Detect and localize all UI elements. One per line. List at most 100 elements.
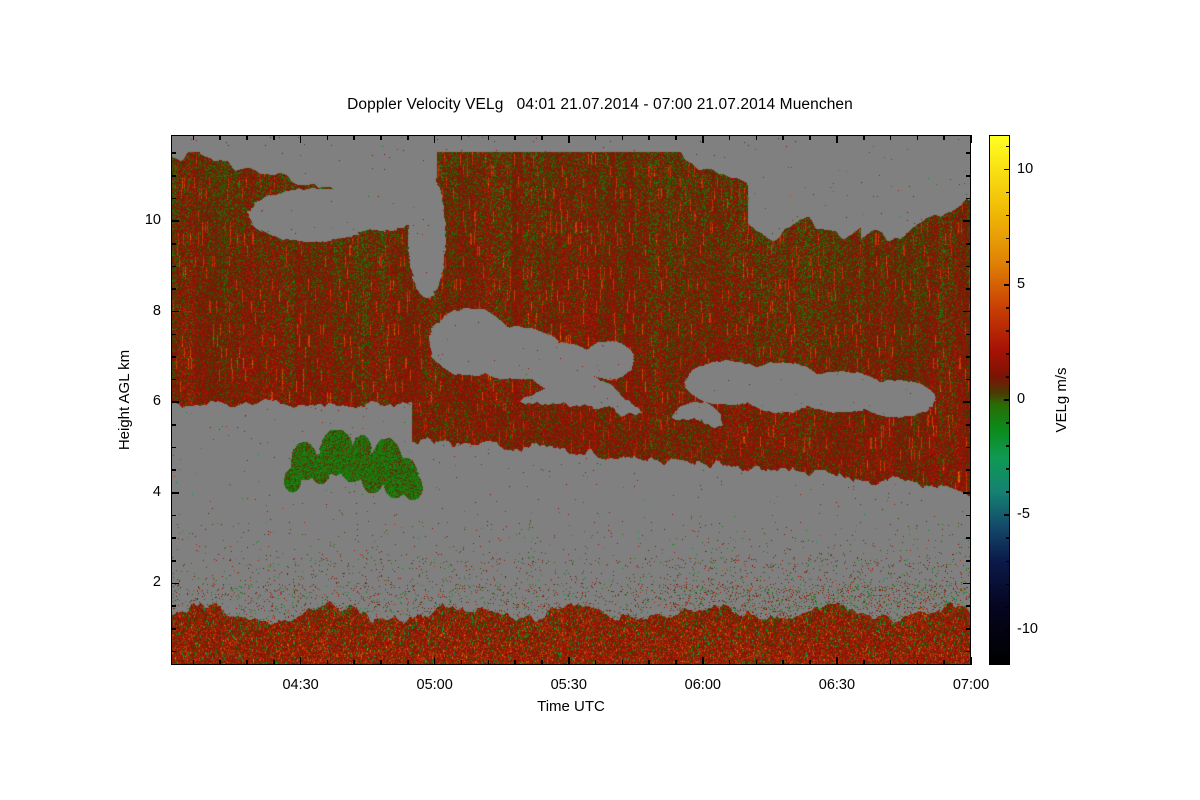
- colorbar-tick-major: [1004, 399, 1010, 401]
- y-tick-minor-right: [966, 288, 971, 290]
- y-tick-major-right: [963, 401, 971, 404]
- x-tick-major-top: [567, 135, 570, 143]
- y-tick-minor-right: [966, 265, 971, 268]
- y-tick-minor: [171, 514, 176, 517]
- y-tick-minor: [171, 469, 176, 471]
- x-axis-title: Time UTC: [537, 698, 605, 715]
- y-tick-minor-right: [966, 378, 971, 381]
- y-tick-minor: [171, 537, 176, 539]
- x-tick-major-top: [299, 135, 302, 143]
- x-tick-label: 05:00: [416, 677, 453, 693]
- y-tick-major: [171, 492, 179, 494]
- colorbar-tick-minor: [1006, 491, 1010, 493]
- x-tick-minor: [648, 660, 650, 665]
- x-tick-major: [970, 657, 972, 665]
- x-tick-label: 06:30: [818, 677, 856, 693]
- x-tick-major-top: [433, 135, 436, 143]
- y-tick-minor-right: [966, 469, 971, 471]
- y-tick-minor-right: [966, 242, 971, 245]
- x-tick-minor: [353, 660, 356, 665]
- x-tick-minor: [862, 660, 865, 665]
- x-tick-label: 07:00: [952, 677, 990, 693]
- x-tick-minor-top: [246, 135, 248, 140]
- page-title: Doppler Velocity VELg 04:01 21.07.2014 -…: [347, 96, 853, 113]
- y-tick-minor-right: [966, 446, 971, 449]
- x-tick-minor-top: [514, 135, 516, 140]
- colorbar-tick-minor: [1006, 422, 1010, 424]
- colorbar-tick-minor: [1006, 537, 1010, 540]
- colorbar-tick-minor: [1006, 237, 1010, 240]
- y-tick-minor-right: [966, 537, 971, 539]
- x-tick-minor-top: [862, 135, 865, 140]
- x-tick-minor-top: [782, 135, 785, 140]
- y-tick-label: 2: [152, 574, 161, 591]
- x-tick-minor: [728, 660, 731, 665]
- y-tick-major-right: [963, 492, 971, 494]
- colorbar-tick-label: 10: [1017, 160, 1034, 177]
- y-tick-minor-right: [966, 627, 971, 630]
- y-tick-minor: [171, 197, 176, 200]
- y-tick-label: 4: [152, 483, 161, 500]
- y-tick-label: 10: [144, 212, 161, 229]
- x-tick-minor: [889, 660, 892, 665]
- x-tick-minor: [541, 660, 543, 665]
- y-tick-major: [171, 401, 179, 404]
- x-tick-major: [702, 657, 704, 665]
- x-tick-minor-top: [916, 135, 919, 140]
- y-tick-major-right: [963, 310, 971, 313]
- x-tick-minor: [755, 660, 758, 665]
- colorbar-tick-minor: [1006, 145, 1010, 148]
- y-tick-minor: [171, 650, 176, 653]
- x-tick-minor: [192, 660, 195, 665]
- x-tick-minor: [621, 660, 624, 665]
- y-tick-minor: [171, 424, 176, 426]
- colorbar-title: VELg m/s: [1053, 367, 1070, 433]
- x-tick-minor-top: [755, 135, 758, 140]
- x-tick-label: 04:30: [282, 677, 319, 693]
- x-tick-minor: [380, 660, 382, 665]
- heatmap-plot-area[interactable]: [171, 135, 971, 665]
- x-tick-major-top: [702, 135, 704, 143]
- y-tick-minor: [171, 627, 176, 630]
- x-tick-minor-top: [326, 135, 329, 140]
- y-tick-major: [171, 310, 179, 313]
- x-tick-minor: [407, 660, 409, 665]
- y-tick-major: [171, 582, 179, 585]
- x-tick-minor: [916, 660, 919, 665]
- y-tick-minor: [171, 605, 176, 607]
- x-tick-minor: [272, 660, 275, 665]
- x-tick-label: 05:30: [550, 677, 587, 693]
- y-tick-minor-right: [966, 152, 971, 154]
- doppler-velocity-heatmap: [172, 136, 970, 664]
- y-tick-minor-right: [966, 650, 971, 653]
- y-tick-minor: [171, 174, 176, 177]
- y-tick-major: [171, 220, 179, 222]
- x-tick-label: 06:00: [684, 677, 721, 693]
- colorbar-tick-major: [1004, 283, 1010, 286]
- y-tick-minor: [171, 356, 176, 358]
- x-tick-minor: [219, 660, 221, 665]
- colorbar-tick-minor: [1006, 307, 1010, 309]
- colorbar-tick-minor: [1006, 376, 1010, 378]
- y-tick-minor-right: [966, 605, 971, 607]
- colorbar-tick-minor: [1006, 191, 1010, 194]
- colorbar-tick-label: 0: [1017, 391, 1026, 407]
- y-tick-minor: [171, 333, 176, 336]
- colorbar-tick-minor: [1006, 260, 1010, 263]
- y-tick-minor-right: [966, 424, 971, 426]
- colorbar-tick-label: 5: [1017, 275, 1026, 292]
- colorbar-tick-minor: [1006, 353, 1010, 355]
- y-tick-major-right: [963, 220, 971, 222]
- y-tick-minor: [171, 152, 176, 154]
- x-tick-minor-top: [943, 135, 945, 140]
- x-tick-minor-top: [594, 135, 597, 140]
- x-tick-minor-top: [272, 135, 275, 140]
- colorbar-tick-major: [1004, 168, 1010, 171]
- x-tick-minor: [782, 660, 785, 665]
- colorbar-tick-label: -10: [1017, 621, 1038, 638]
- y-tick-minor: [171, 378, 176, 381]
- colorbar-tick-major: [1004, 514, 1010, 516]
- x-tick-minor: [326, 660, 329, 665]
- y-tick-major-right: [963, 582, 971, 585]
- y-tick-minor-right: [966, 174, 971, 177]
